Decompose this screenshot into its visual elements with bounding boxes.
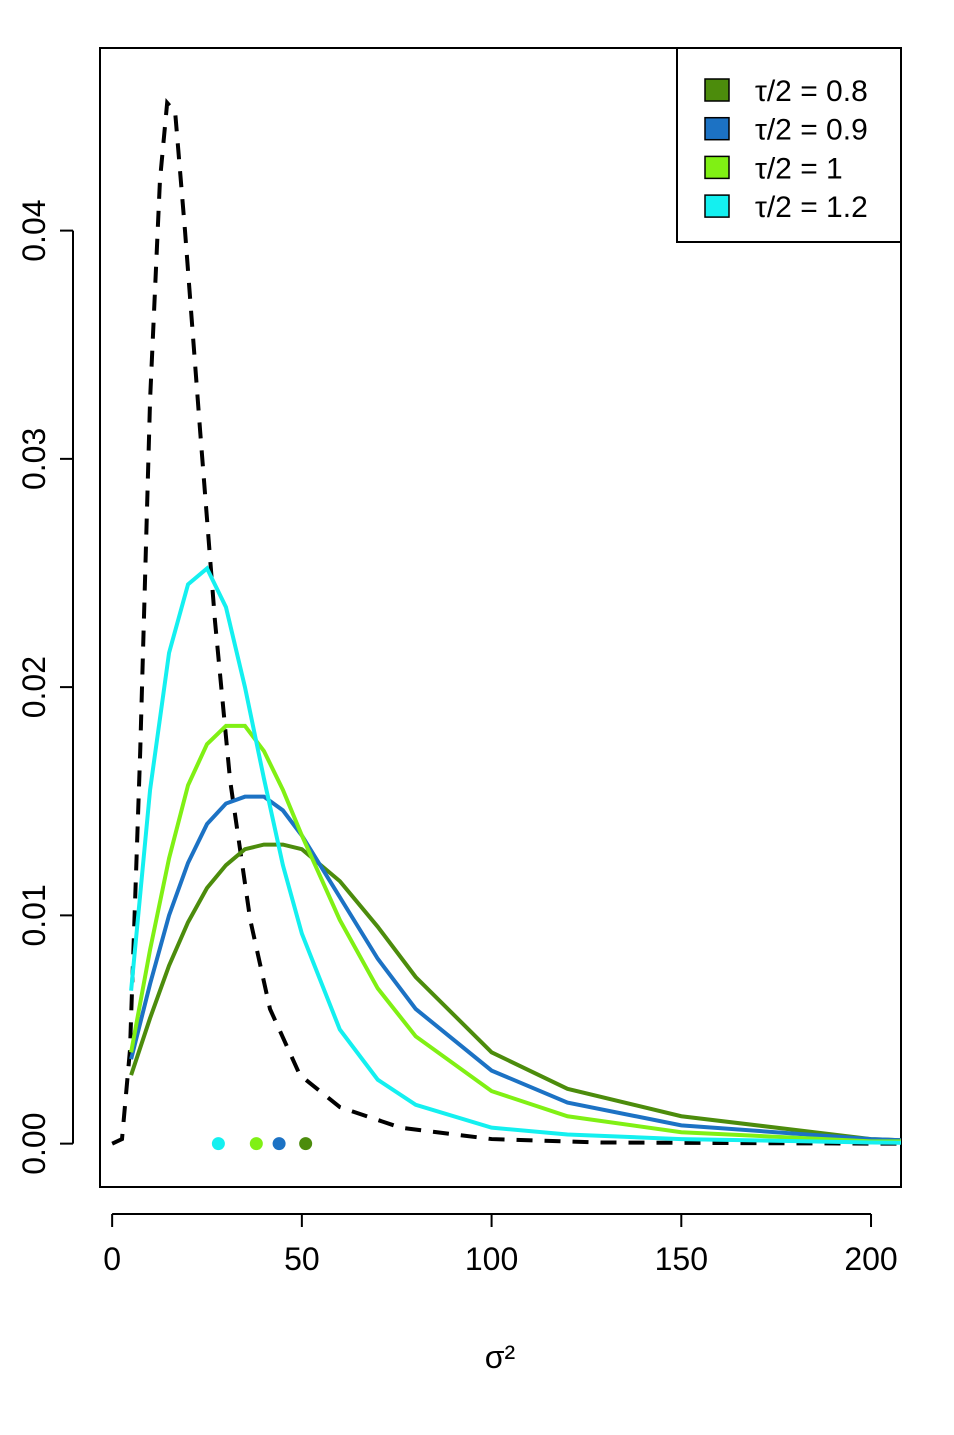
series-line — [129, 794, 901, 1143]
series-line — [111, 97, 901, 1146]
y-tick-label: 0.04 — [16, 199, 52, 261]
x-tick-label: 0 — [103, 1241, 121, 1277]
plot-frame — [99, 47, 902, 1188]
x-axis-label: σ² — [485, 1339, 516, 1375]
legend-swatch — [704, 194, 730, 218]
legend-swatch — [704, 155, 730, 180]
legend-label: τ/2 = 0.8 — [755, 75, 868, 108]
x-tick-label: 50 — [284, 1241, 320, 1277]
marker-point — [272, 1137, 286, 1151]
y-tick-label: 0.00 — [16, 1112, 52, 1174]
series-line — [129, 842, 901, 1143]
legend-label: τ/2 = 1.2 — [755, 191, 868, 224]
x-tick-label: 100 — [465, 1241, 518, 1277]
y-tick-label: 0.02 — [16, 656, 52, 718]
x-tick-label: 150 — [655, 1241, 708, 1277]
y-tick-label: 0.03 — [16, 428, 52, 490]
y-tick-label: 0.01 — [16, 884, 52, 946]
legend-label: τ/2 = 0.9 — [755, 114, 868, 147]
legend-label: τ/2 = 1 — [755, 152, 843, 185]
legend-swatch — [704, 116, 730, 141]
marker-point — [211, 1137, 225, 1151]
legend-swatch — [704, 78, 730, 102]
x-tick-label: 200 — [844, 1241, 897, 1277]
series-line — [129, 565, 901, 1145]
marker-point — [249, 1137, 263, 1151]
series-line — [129, 723, 901, 1144]
marker-point — [299, 1137, 313, 1151]
